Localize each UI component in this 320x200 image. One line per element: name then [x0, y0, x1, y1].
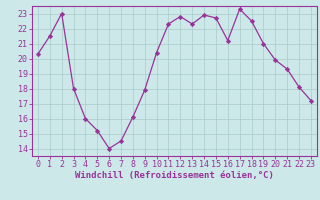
X-axis label: Windchill (Refroidissement éolien,°C): Windchill (Refroidissement éolien,°C): [75, 171, 274, 180]
